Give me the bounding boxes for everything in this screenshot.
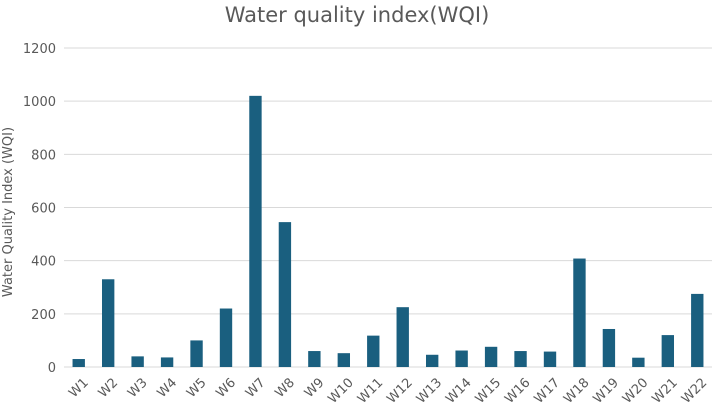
bar-w11 [367,335,380,367]
bar-w5 [190,340,203,367]
y-tick-label: 600 [31,202,56,217]
bar-w20 [632,357,645,367]
x-tick-label: W19 [591,375,622,406]
bars [72,95,704,367]
bar-w21 [661,335,675,367]
x-tick-labels: W1 W2 W3 W4 W5 W6 W7 W8 W9W10W11W12W13W14W15W16W… [66,375,710,406]
bar-w4 [160,357,174,367]
y-tick-label: 1200 [23,42,56,57]
y-tick-labels: 0 200 400 600 800 1000 1200 [23,42,56,376]
x-tick-label: W11 [355,375,386,406]
bar-w19 [602,328,616,367]
x-tick-label: W20 [620,375,651,406]
bar-w22 [691,293,704,367]
chart-title: Water quality index(WQI) [225,3,490,27]
bar-w6 [219,308,233,367]
y-tick-label: 400 [31,255,56,270]
bar-w1 [72,359,85,367]
y-axis-label: Water Quality Index (WQI) [1,127,16,297]
x-tick-label: W6 [214,375,240,401]
x-tick-label: W15 [473,375,504,406]
bar-w16 [514,351,527,367]
x-tick-label: W16 [502,375,533,406]
x-tick-label: W14 [443,375,474,406]
x-tick-label: W17 [532,375,563,406]
y-tick-label: 800 [31,148,56,163]
x-tick-label: W4 [155,375,181,401]
bar-w7 [249,95,262,367]
x-tick-label: W3 [125,375,151,401]
x-tick-label: W7 [243,375,269,401]
bar-w17 [543,351,557,367]
x-tick-label: W5 [184,375,210,401]
bar-w14 [455,350,468,367]
y-tick-label: 200 [31,308,56,323]
bar-w10 [337,353,351,367]
bar-w15 [484,346,498,367]
gridlines [64,47,712,368]
x-tick-label: W1 [66,375,92,401]
bar-w18 [573,258,586,367]
x-tick-label: W2 [96,375,122,401]
x-tick-label: W12 [384,375,415,406]
x-tick-label: W18 [561,375,592,406]
bar-w3 [131,356,144,367]
x-tick-label: W21 [649,375,680,406]
y-tick-label: 0 [48,361,56,376]
bar-w2 [101,279,115,367]
bar-w12 [396,307,409,367]
bar-w13 [425,354,439,367]
bar-w8 [278,222,292,367]
x-tick-label: W9 [302,375,328,401]
x-tick-label: W13 [414,375,445,406]
x-tick-label: W8 [272,375,298,401]
y-tick-label: 1000 [23,95,56,110]
x-tick-label: W22 [679,375,710,406]
bar-w9 [308,351,321,367]
x-tick-label: W10 [325,375,356,406]
